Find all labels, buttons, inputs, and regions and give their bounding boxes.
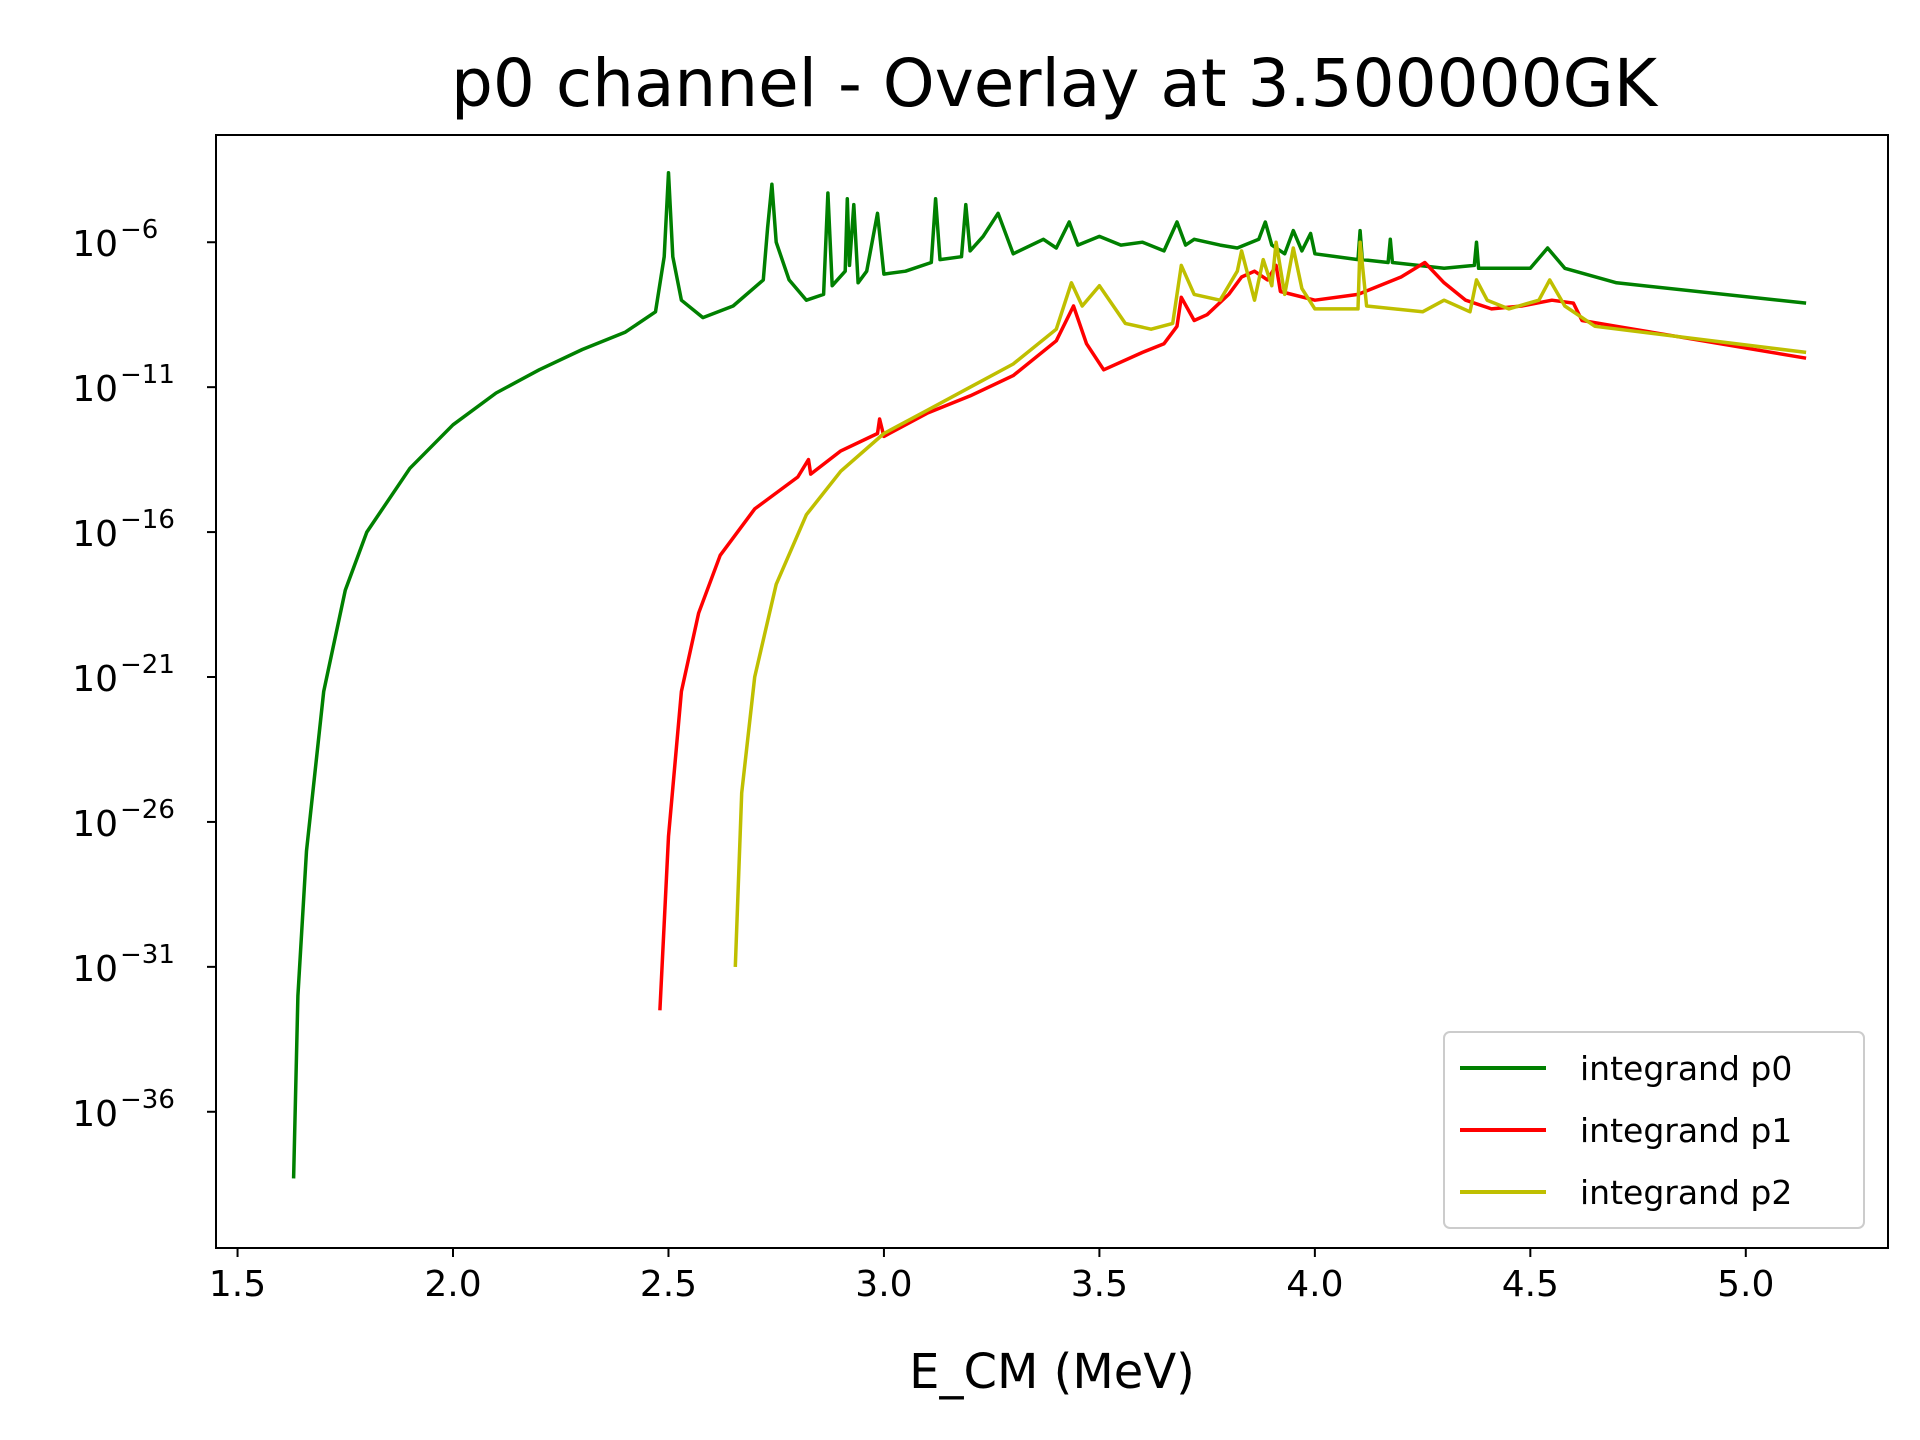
y-tick-label: 10 −36 — [72, 1085, 175, 1135]
y-tick-power: −11 — [120, 360, 175, 390]
legend-item: integrand p2 — [1460, 1173, 1792, 1212]
x-axis: 1.5 2.0 2.5 3.0 3.5 4.0 4.5 5.0 — [209, 1248, 1774, 1305]
y-tick-label: 10 −16 — [72, 505, 175, 555]
y-tick-label: 10 −11 — [72, 360, 175, 410]
y-tick-base: 10 — [72, 369, 118, 410]
y-tick-power: −31 — [120, 940, 175, 970]
y-tick-label: 10 −21 — [72, 650, 175, 700]
y-tick-label: 10 −6 — [72, 215, 158, 265]
y-tick-label: 10 −31 — [72, 940, 175, 990]
x-tick-label: 4.5 — [1502, 1264, 1559, 1305]
x-tick-label: 5.0 — [1717, 1264, 1774, 1305]
x-axis-label: E_CM (MeV) — [909, 1344, 1195, 1400]
plot-frame — [215, 134, 1889, 1249]
legend-item: integrand p1 — [1460, 1111, 1792, 1150]
legend-label: integrand p1 — [1580, 1111, 1792, 1150]
x-tick-label: 2.5 — [640, 1264, 697, 1305]
y-tick-base: 10 — [72, 659, 118, 700]
y-tick-base: 10 — [72, 224, 118, 265]
y-tick-base: 10 — [72, 514, 118, 555]
legend: integrand p0 integrand p1 integrand p2 — [1443, 1031, 1865, 1229]
x-tick-label: 3.0 — [855, 1264, 912, 1305]
y-tick-power: −36 — [120, 1085, 175, 1115]
x-tick-label: 3.5 — [1071, 1264, 1128, 1305]
legend-item: integrand p0 — [1460, 1049, 1792, 1088]
x-tick-label: 1.5 — [209, 1264, 266, 1305]
series-line-p2 — [733, 240, 1807, 967]
x-tick-label: 2.0 — [424, 1264, 481, 1305]
series-layer — [291, 170, 1807, 1179]
chart-title: p0 channel - Overlay at 3.500000GK — [451, 45, 1659, 122]
x-tick-label: 4.0 — [1286, 1264, 1343, 1305]
y-tick-power: −6 — [120, 215, 158, 245]
y-tick-base: 10 — [72, 1094, 118, 1135]
y-tick-power: −26 — [120, 795, 175, 825]
y-tick-base: 10 — [72, 949, 118, 990]
y-tick-power: −16 — [120, 505, 175, 535]
series-line-p1 — [658, 260, 1807, 1011]
legend-label: integrand p0 — [1580, 1049, 1792, 1088]
legend-label: integrand p2 — [1580, 1173, 1792, 1212]
y-tick-base: 10 — [72, 804, 118, 845]
y-tick-label: 10 −26 — [72, 795, 175, 845]
y-tick-power: −21 — [120, 650, 175, 680]
legend-box — [1443, 1031, 1865, 1229]
